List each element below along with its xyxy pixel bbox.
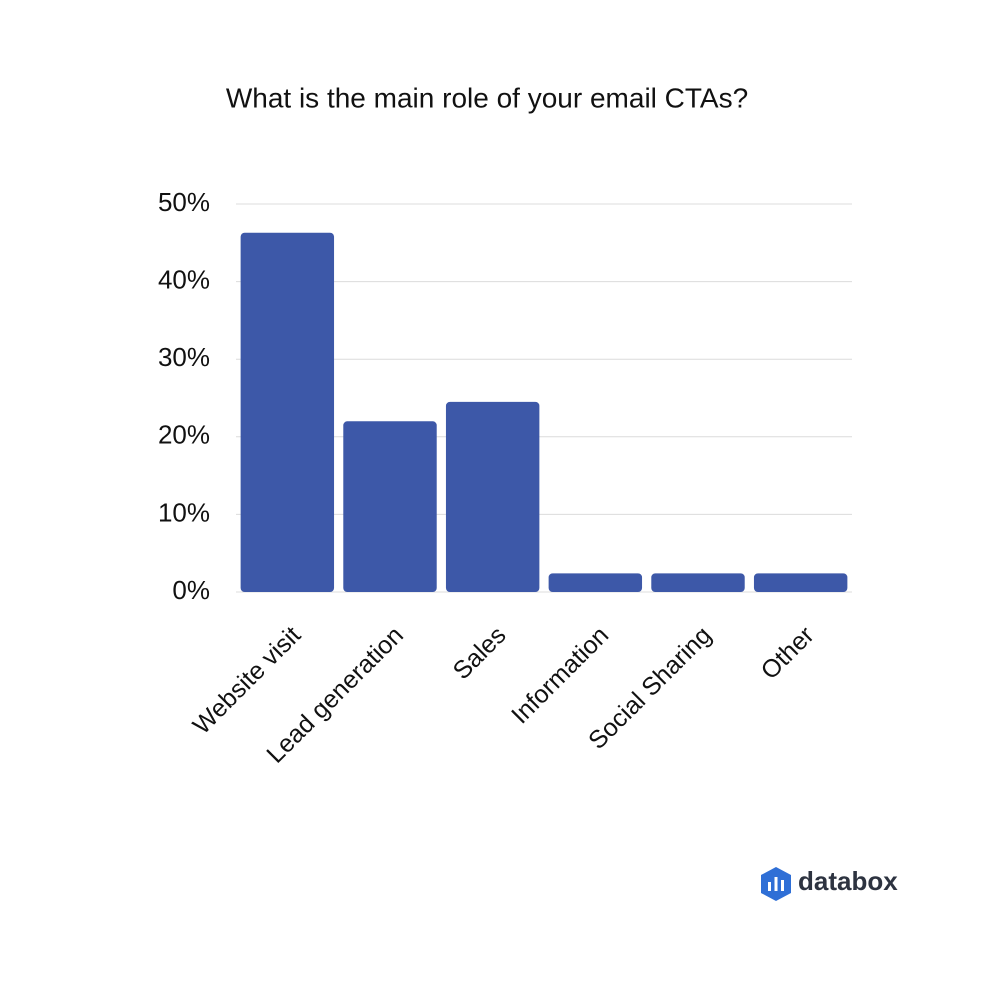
y-tick-label: 20% — [158, 420, 210, 450]
bar — [651, 573, 745, 592]
brand-name: databox — [798, 866, 898, 896]
bar — [548, 573, 643, 592]
x-tick-label: Sales — [448, 621, 512, 685]
logo-bar — [768, 882, 771, 891]
y-tick-label: 10% — [158, 497, 210, 527]
chart-title: What is the main role of your email CTAs… — [226, 82, 748, 113]
y-tick-label: 50% — [158, 187, 210, 217]
y-tick-label: 0% — [172, 575, 210, 605]
logo-bar — [781, 880, 784, 891]
x-tick-label: Information — [506, 621, 614, 729]
bar — [240, 232, 335, 592]
brand-logo — [761, 867, 791, 901]
bar — [445, 401, 540, 592]
y-tick-label: 40% — [158, 264, 210, 294]
y-tick-label: 30% — [158, 342, 210, 372]
logo-bar — [774, 877, 778, 891]
bar — [343, 421, 437, 592]
x-tick-label: Other — [756, 621, 820, 685]
bar — [753, 573, 848, 592]
